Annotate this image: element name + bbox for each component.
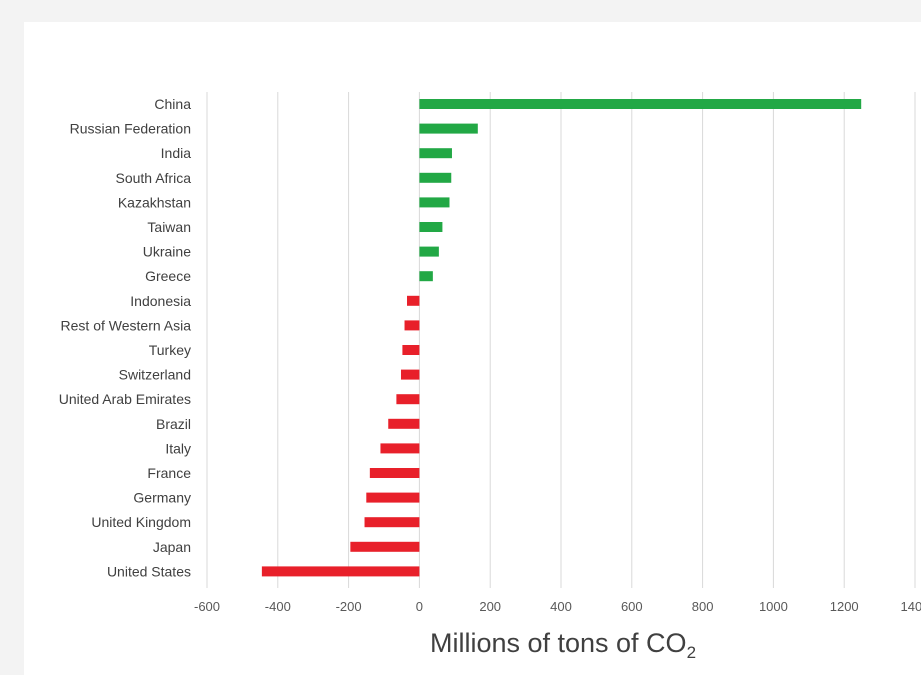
category-label: Italy	[165, 440, 191, 456]
category-label: Japan	[153, 539, 191, 555]
category-label: Kazakhstan	[118, 194, 191, 210]
x-tick-label: 600	[621, 599, 643, 614]
bar	[388, 418, 420, 429]
category-label: Indonesia	[130, 293, 191, 309]
x-tick-label: 400	[550, 599, 572, 614]
x-tick-label: -600	[194, 599, 220, 614]
bar	[402, 345, 420, 355]
bar	[364, 517, 420, 528]
x-tick-label: -200	[336, 599, 362, 614]
bar	[419, 246, 439, 257]
bar	[407, 295, 420, 306]
bar	[380, 443, 420, 454]
bar	[350, 541, 420, 552]
bar	[419, 148, 452, 159]
x-tick-label: 200	[479, 599, 501, 614]
category-label: China	[154, 96, 191, 112]
bar	[404, 320, 420, 331]
x-tick-label: 800	[692, 599, 714, 614]
x-tick-label: -400	[265, 599, 291, 614]
x-tick-label: 0	[416, 599, 423, 614]
bar	[419, 172, 452, 183]
category-label: Brazil	[156, 416, 191, 432]
category-label: India	[161, 145, 192, 161]
category-label: United Kingdom	[91, 514, 191, 530]
category-label: South Africa	[116, 170, 192, 186]
bar	[419, 222, 443, 232]
bar	[419, 197, 450, 208]
bar	[419, 271, 433, 282]
bar	[419, 123, 478, 134]
x-tick-label: 1000	[759, 599, 788, 614]
category-label: Greece	[145, 268, 191, 284]
category-label: Turkey	[149, 342, 191, 358]
category-label: France	[147, 465, 191, 481]
x-axis-label: Millions of tons of CO2	[429, 628, 697, 662]
bar	[369, 468, 420, 478]
x-tick-label: 1200	[830, 599, 859, 614]
category-label: Taiwan	[147, 219, 191, 235]
bar	[396, 394, 420, 405]
category-label: United States	[107, 563, 191, 579]
category-label: Rest of Western Asia	[61, 317, 192, 333]
x-tick-label: 1400	[901, 599, 921, 614]
bar	[261, 566, 420, 577]
bar	[419, 99, 862, 109]
bar	[400, 369, 420, 380]
category-label: United Arab Emirates	[59, 391, 191, 407]
category-label: Russian Federation	[70, 121, 191, 137]
category-label: Germany	[133, 490, 191, 506]
category-label: Ukraine	[143, 244, 191, 260]
bar	[366, 492, 420, 503]
category-label: Switzerland	[119, 367, 191, 383]
